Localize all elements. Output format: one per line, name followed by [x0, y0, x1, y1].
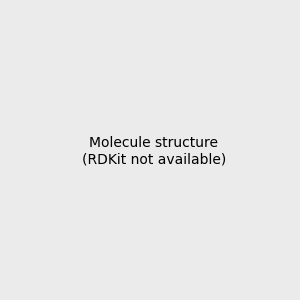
Text: Molecule structure
(RDKit not available): Molecule structure (RDKit not available)	[82, 136, 226, 166]
